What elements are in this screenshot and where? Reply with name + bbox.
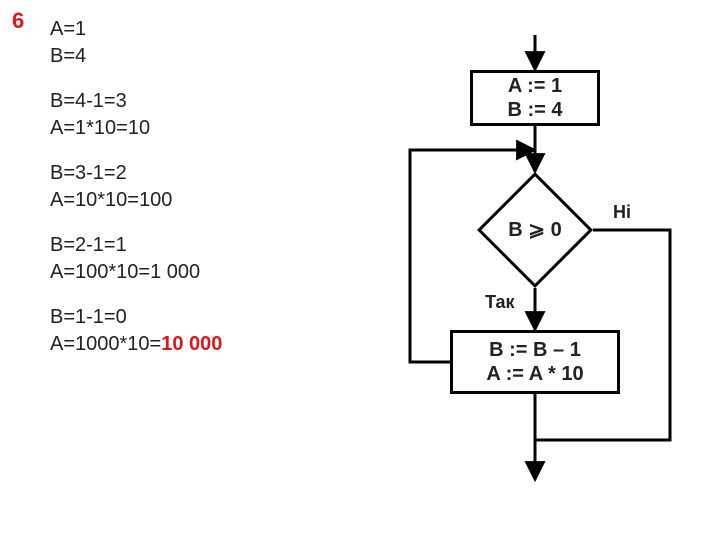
trace-group: B=1-1=0 A=1000*10=10 000: [50, 304, 222, 358]
trace-line: B=2-1=1: [50, 232, 222, 259]
decision-yes-label: Так: [485, 292, 515, 313]
trace-group: B=2-1=1 A=100*10=1 000: [50, 232, 222, 286]
trace-group: A=1 B=4: [50, 16, 222, 70]
trace-line: B=4-1=3: [50, 88, 222, 115]
page-number: 6: [12, 8, 24, 34]
trace-line: B=3-1=2: [50, 160, 222, 187]
trace-final-prefix: A=1000*10=: [50, 333, 161, 355]
trace-final-result: 10 000: [161, 333, 222, 355]
flowchart-init-box: A := 1 B := 4: [470, 70, 600, 126]
trace-line: B=4: [50, 43, 222, 70]
trace-line: A=1: [50, 16, 222, 43]
flowchart-decision: B ⩾ 0: [494, 189, 576, 271]
trace-line: A=1*10=10: [50, 115, 222, 142]
trace-line: A=10*10=100: [50, 187, 222, 214]
trace-final-line: A=1000*10=10 000: [50, 331, 222, 358]
trace-line: B=1-1=0: [50, 304, 222, 331]
flowchart: A := 1 B := 4 B ⩾ 0 B := B – 1 A := A * …: [360, 30, 700, 510]
trace-line: A=100*10=1 000: [50, 259, 222, 286]
init-line: A := 1: [508, 74, 562, 98]
body-line: A := A * 10: [486, 362, 583, 386]
decision-no-label: Ні: [613, 202, 631, 223]
trace-group: B=3-1=2 A=10*10=100: [50, 160, 222, 214]
trace-column: A=1 B=4 B=4-1=3 A=1*10=10 B=3-1=2 A=10*1…: [50, 16, 222, 358]
flowchart-body-box: B := B – 1 A := A * 10: [450, 330, 620, 394]
decision-text: B ⩾ 0: [494, 189, 576, 271]
init-line: B := 4: [507, 98, 562, 122]
body-line: B := B – 1: [489, 338, 581, 362]
trace-group: B=4-1=3 A=1*10=10: [50, 88, 222, 142]
